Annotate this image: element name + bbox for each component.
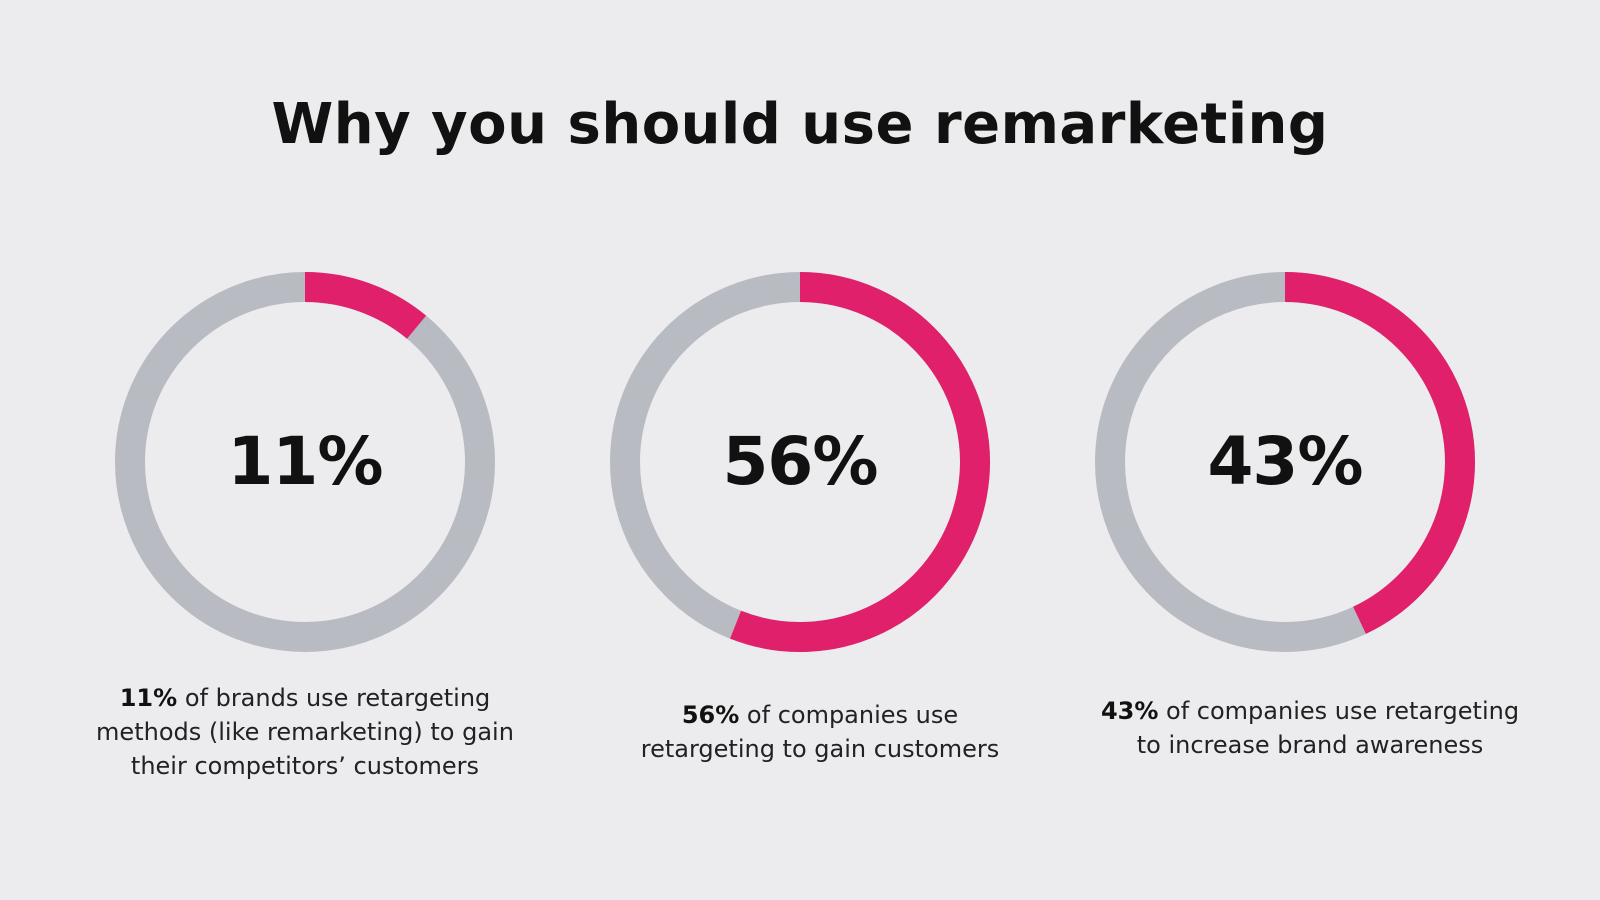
caption-2-text: of companies use retargeting to gain cus… (640, 701, 1000, 763)
donut-svg-1 (115, 272, 495, 652)
donut-chart-1: 11% (110, 267, 500, 657)
caption-2-bold: 56% (681, 701, 740, 729)
donut-svg-3 (1095, 272, 1475, 652)
chart-title: Why you should use remarketing (271, 92, 1329, 157)
donut-chart-2: 56% (605, 267, 995, 657)
donut-percentage-2: 56% (722, 423, 879, 500)
caption-1-text: of brands use retargeting methods (like … (96, 684, 514, 780)
caption-3-text: of companies use retargeting to increase… (1136, 697, 1520, 759)
donut-percentage-1: 11% (227, 423, 384, 500)
donut-arc-2 (730, 272, 990, 652)
caption-1: 11% of brands use retargeting methods (l… (90, 681, 520, 783)
donut-arc-3 (1284, 272, 1475, 634)
caption-1-bold: 11% (119, 684, 178, 712)
donut-chart-3: 43% (1090, 267, 1480, 657)
caption-2: 56% of companies use retargeting to gain… (635, 698, 1005, 766)
caption-3: 43% of companies use retargeting to incr… (1095, 694, 1525, 762)
donut-arc-1 (304, 272, 427, 339)
donut-svg-2 (610, 272, 990, 652)
caption-3-bold: 43% (1100, 697, 1159, 725)
donut-percentage-3: 43% (1207, 423, 1364, 500)
